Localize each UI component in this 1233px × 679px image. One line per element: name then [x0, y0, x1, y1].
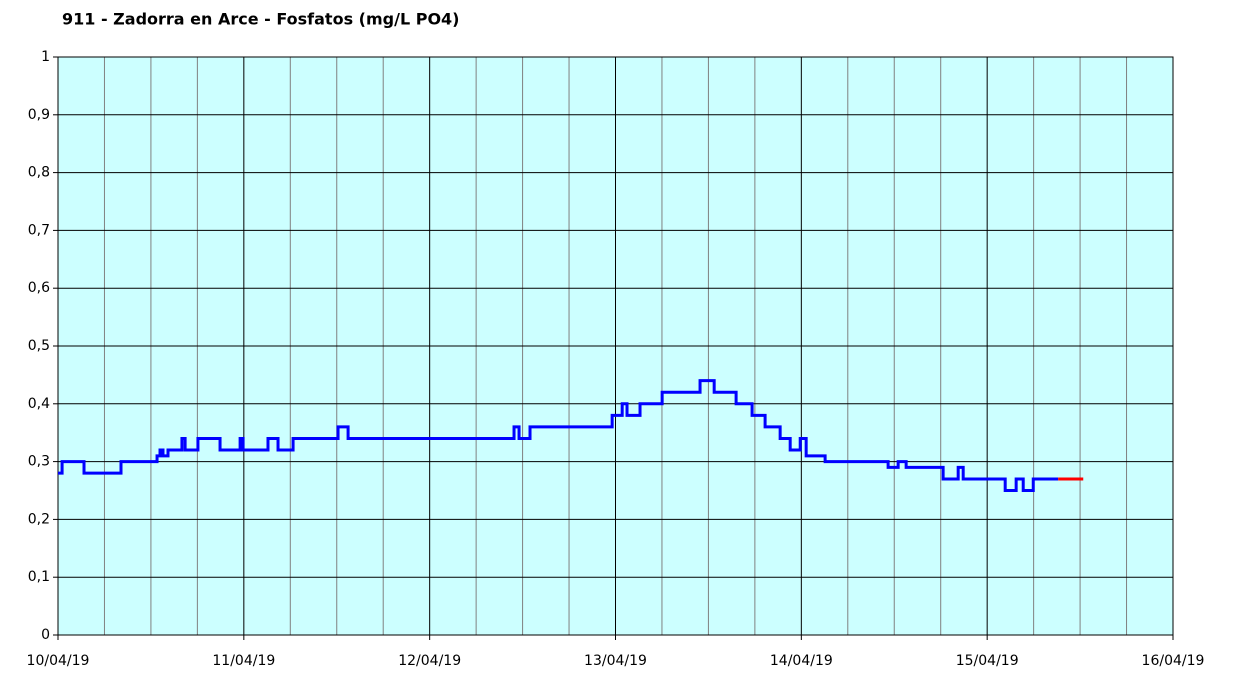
y-tick-label: 0,6 — [28, 280, 50, 296]
y-tick-label: 0,1 — [28, 569, 50, 585]
x-tick-label: 14/04/19 — [770, 653, 833, 669]
y-tick-label: 0,9 — [28, 107, 50, 123]
plot-border — [57, 56, 1174, 636]
x-tick-label: 10/04/19 — [27, 653, 90, 669]
y-tick-label: 0,2 — [28, 511, 50, 527]
x-tick-label: 13/04/19 — [584, 653, 647, 669]
chart-title: 911 - Zadorra en Arce - Fosfatos (mg/L P… — [62, 10, 459, 29]
x-tick-label: 11/04/19 — [212, 653, 275, 669]
y-tick-label: 0 — [41, 627, 50, 643]
y-tick-label: 0,4 — [28, 396, 50, 412]
y-tick-label: 0,3 — [28, 454, 50, 470]
data-line — [58, 379, 1059, 492]
x-tick-label: 16/04/19 — [1142, 653, 1205, 669]
y-tick-label: 0,5 — [28, 338, 50, 354]
x-tick-label: 12/04/19 — [398, 653, 461, 669]
y-tick-label: 1 — [41, 49, 50, 65]
y-tick-label: 0,8 — [28, 165, 50, 181]
x-tick-label: 15/04/19 — [956, 653, 1019, 669]
y-tick-label: 0,7 — [28, 222, 50, 238]
